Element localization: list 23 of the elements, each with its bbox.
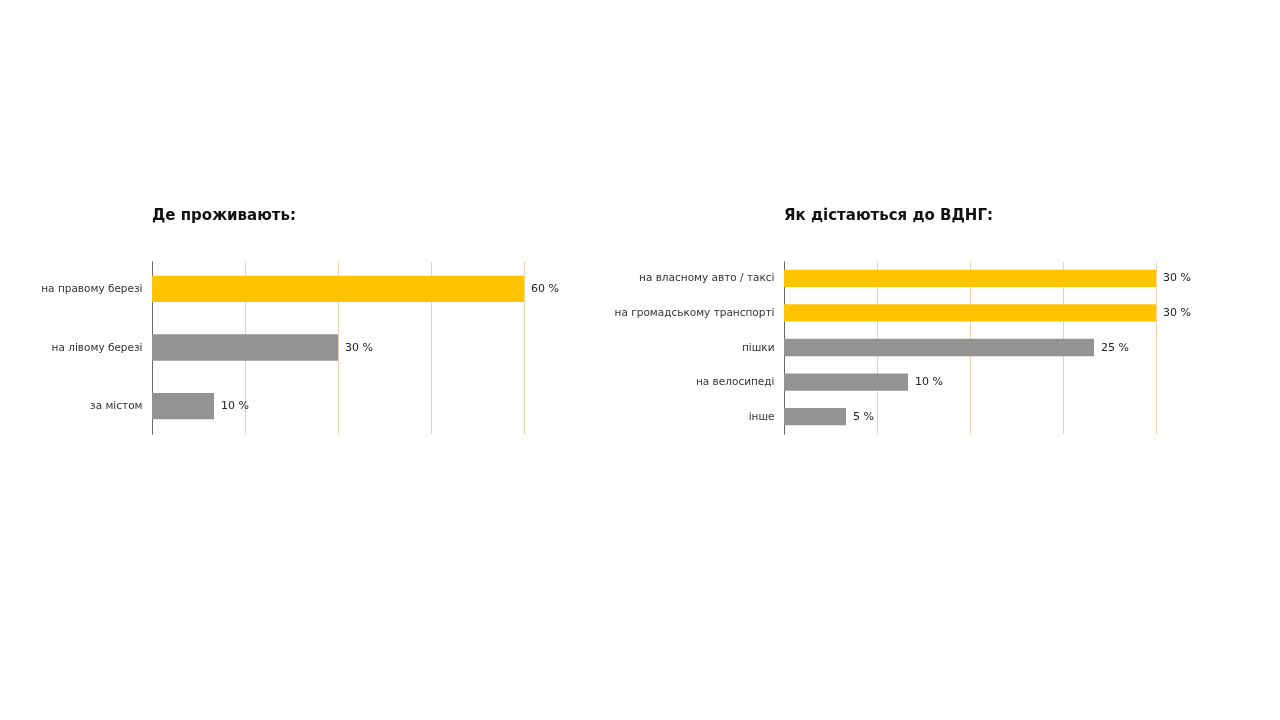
data-label: 30 % [345,340,373,354]
bar [784,304,1156,322]
data-label: 25 % [1101,340,1129,354]
y-tick-label: за містом [90,399,143,412]
data-label: 10 % [915,375,943,389]
data-label: 30 % [1163,305,1191,319]
bar [784,408,846,426]
chart-title: Де проживають: [152,206,296,224]
y-tick-label: на велосипеді [695,375,775,388]
y-tick-label: на власному авто / таксі [639,271,775,284]
chart-title: Як дістаються до ВДНГ: [784,206,993,224]
data-label: 60 % [531,281,559,295]
data-label: 10 % [221,399,249,413]
bar [784,269,1156,287]
y-tick-label: на лівому березі [51,340,143,353]
y-tick-label: інше [748,409,775,422]
y-tick-label: пішки [741,340,775,353]
bar [784,373,908,391]
data-label: 30 % [1163,271,1191,285]
data-label: 5 % [853,409,874,423]
bar [784,338,1094,357]
y-tick-label: на громадському транспорті [614,305,775,318]
y-tick-label: на правому березі [41,281,143,294]
